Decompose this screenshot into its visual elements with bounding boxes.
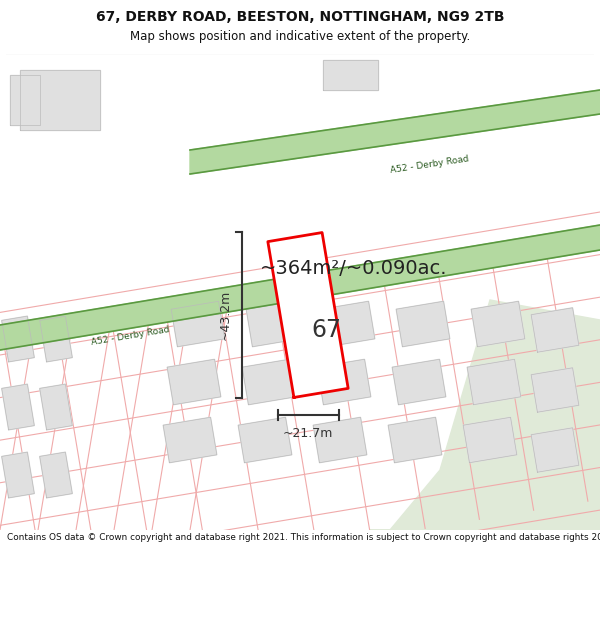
- Polygon shape: [392, 359, 446, 405]
- Polygon shape: [238, 418, 292, 462]
- Text: A52 - Derby Road: A52 - Derby Road: [390, 154, 470, 176]
- Polygon shape: [2, 384, 34, 430]
- Polygon shape: [467, 359, 521, 405]
- Polygon shape: [321, 301, 375, 347]
- Polygon shape: [317, 359, 371, 405]
- Polygon shape: [531, 428, 579, 472]
- Polygon shape: [323, 60, 377, 90]
- Polygon shape: [190, 90, 600, 174]
- Polygon shape: [531, 308, 579, 352]
- Polygon shape: [0, 225, 600, 350]
- Text: 67: 67: [311, 318, 341, 342]
- Text: ~21.7m: ~21.7m: [283, 427, 333, 440]
- Text: ~364m²/~0.090ac.: ~364m²/~0.090ac.: [260, 259, 448, 278]
- Text: 67, DERBY ROAD, BEESTON, NOTTINGHAM, NG9 2TB: 67, DERBY ROAD, BEESTON, NOTTINGHAM, NG9…: [96, 10, 504, 24]
- Polygon shape: [163, 418, 217, 462]
- Polygon shape: [40, 384, 72, 430]
- Polygon shape: [10, 75, 40, 125]
- Text: ~43.2m: ~43.2m: [219, 290, 232, 340]
- Polygon shape: [430, 310, 600, 530]
- Polygon shape: [40, 316, 72, 362]
- Polygon shape: [471, 301, 525, 347]
- Polygon shape: [313, 418, 367, 462]
- Polygon shape: [396, 301, 450, 347]
- Polygon shape: [268, 232, 348, 398]
- Polygon shape: [388, 418, 442, 462]
- Polygon shape: [2, 452, 34, 498]
- Polygon shape: [171, 301, 225, 347]
- Polygon shape: [20, 70, 100, 130]
- Polygon shape: [370, 400, 600, 530]
- Polygon shape: [390, 300, 600, 530]
- Text: Map shows position and indicative extent of the property.: Map shows position and indicative extent…: [130, 30, 470, 43]
- Polygon shape: [40, 452, 72, 498]
- Text: Contains OS data © Crown copyright and database right 2021. This information is : Contains OS data © Crown copyright and d…: [7, 533, 600, 542]
- Polygon shape: [0, 55, 600, 530]
- Text: A52 - Derby Road: A52 - Derby Road: [90, 325, 170, 347]
- Polygon shape: [167, 359, 221, 405]
- Polygon shape: [246, 301, 300, 347]
- Polygon shape: [463, 418, 517, 462]
- Polygon shape: [2, 316, 34, 362]
- Polygon shape: [531, 368, 579, 413]
- Polygon shape: [242, 359, 296, 405]
